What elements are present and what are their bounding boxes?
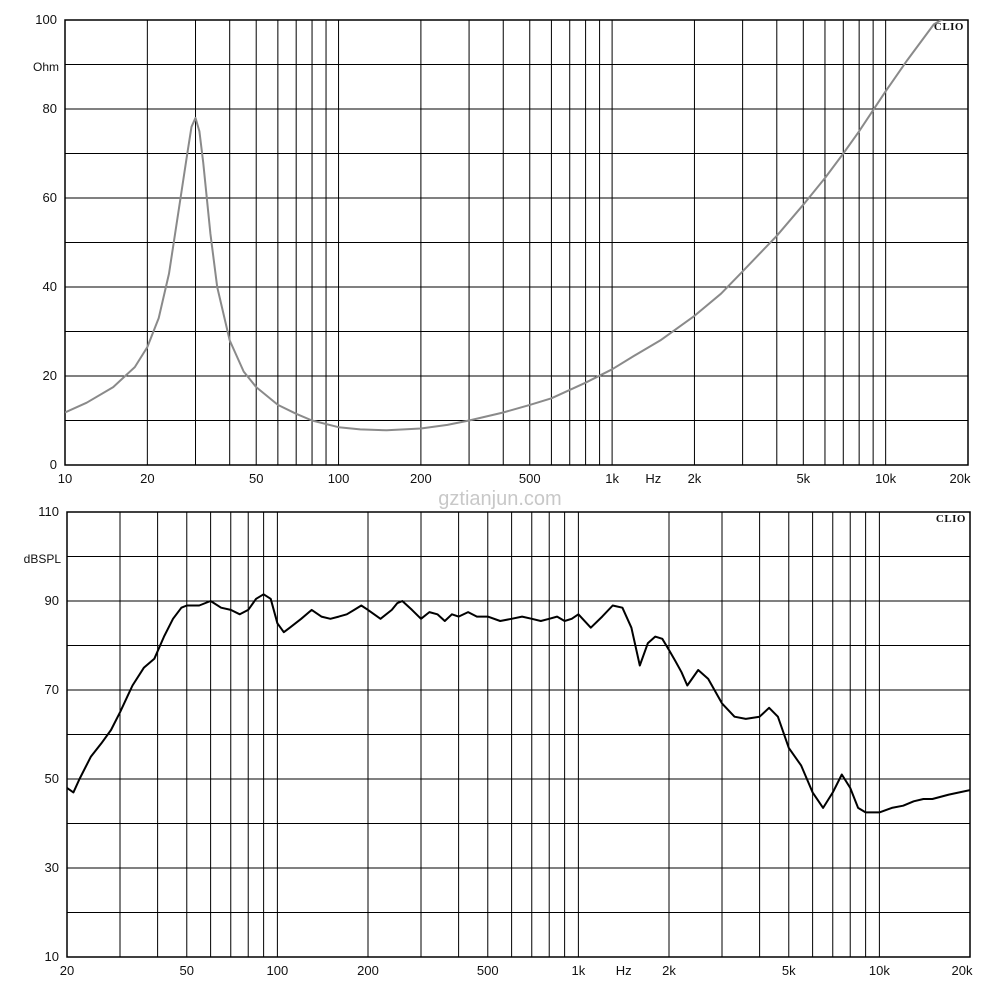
y-tick-label: 20	[43, 368, 57, 383]
y-tick-label: 0	[50, 457, 57, 472]
watermark-text: gztianjun.com	[438, 488, 561, 510]
x-tick-label: 200	[410, 471, 432, 486]
y-tick-label: 60	[43, 190, 57, 205]
brand-label: CLIO	[934, 21, 964, 33]
x-axis-label: Hz	[616, 963, 632, 978]
impedance-curve	[65, 20, 944, 432]
y-axis-label: dBSPL	[24, 552, 62, 566]
x-tick-label: 100	[267, 963, 289, 978]
y-tick-label: 30	[45, 860, 59, 875]
y-tick-label: 50	[45, 771, 59, 786]
grid-lines	[66, 511, 971, 958]
x-tick-label: 100	[328, 471, 350, 486]
x-tick-label: 5k	[796, 471, 810, 486]
plot-frame	[66, 511, 971, 958]
x-tick-label: 20k	[952, 963, 973, 978]
brand-background	[930, 513, 967, 525]
spl-chart: 10 30 50 70 90 110 dBSPL 20 50 100 200 500 1k 2k 5k 10k…	[24, 504, 973, 978]
x-tick-label: 20	[140, 471, 154, 486]
brand-background	[928, 21, 965, 33]
x-tick-label: 2k	[688, 471, 702, 486]
y-tick-label: 70	[45, 682, 59, 697]
x-axis-label: Hz	[645, 471, 661, 486]
x-tick-label: 20	[60, 963, 74, 978]
y-tick-label: 110	[38, 504, 59, 519]
impedance-chart: 0 20 40 60 80 100 Ohm 10 20 50 100 200 500 1k 2k 5k 10k 2…	[33, 12, 971, 486]
y-tick-label: 90	[45, 593, 59, 608]
y-axis-label: Ohm	[33, 60, 59, 74]
y-tick-label: 40	[43, 279, 57, 294]
x-tick-label: 200	[357, 963, 379, 978]
x-tick-label: 10	[58, 471, 72, 486]
y-tick-label: 100	[35, 12, 57, 27]
plot-frame	[64, 19, 969, 466]
x-tick-label: 500	[477, 963, 499, 978]
x-tick-label: 50	[249, 471, 263, 486]
x-tick-label: 1k	[605, 471, 619, 486]
x-tick-label: 20k	[950, 471, 971, 486]
x-tick-label: 2k	[662, 963, 676, 978]
brand-label: CLIO	[936, 513, 966, 525]
y-tick-label: 10	[45, 949, 59, 964]
x-tick-label: 10k	[869, 963, 890, 978]
x-tick-label: 10k	[875, 471, 896, 486]
x-tick-label: 1k	[572, 963, 586, 978]
spl-curve	[67, 593, 970, 814]
x-tick-label: 500	[519, 471, 541, 486]
y-tick-label: 80	[43, 101, 57, 116]
x-tick-label: 5k	[782, 963, 796, 978]
x-tick-label: 50	[180, 963, 194, 978]
grid-lines	[64, 19, 969, 466]
